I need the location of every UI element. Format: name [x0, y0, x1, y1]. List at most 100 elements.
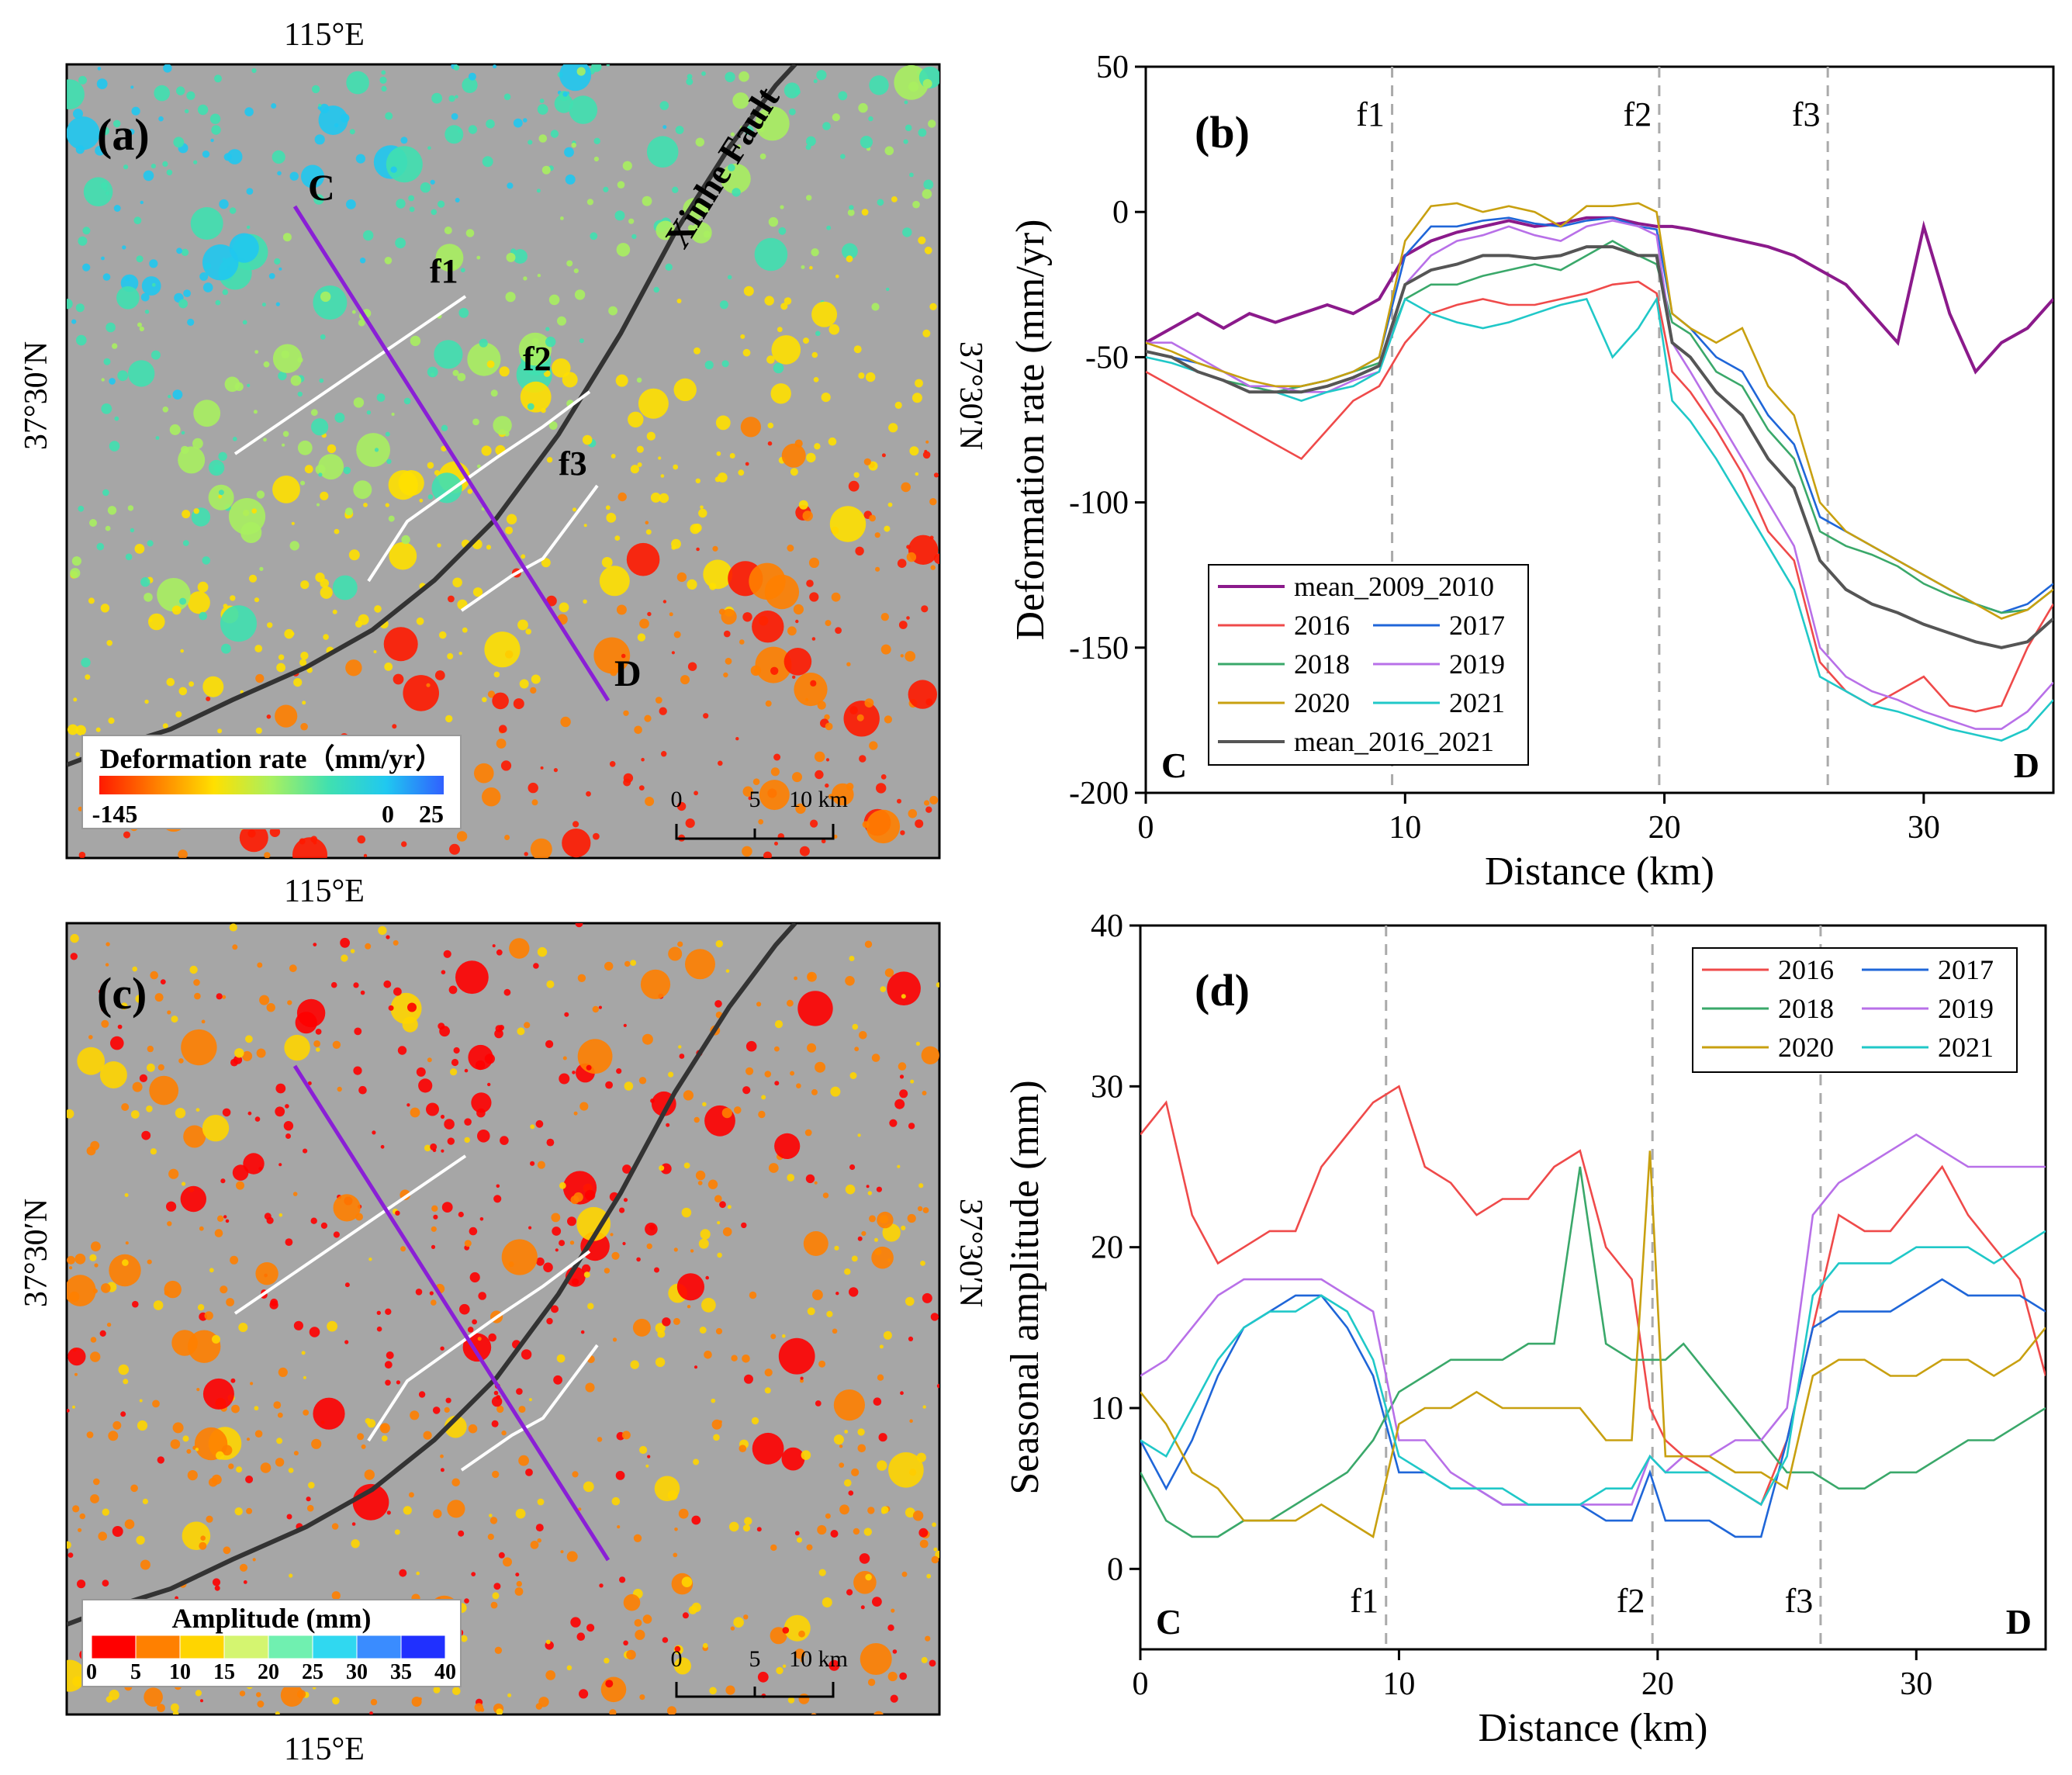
map-point — [894, 401, 902, 410]
map-point — [277, 171, 282, 176]
map-point — [149, 259, 158, 268]
colorbar-tick-max: 25 — [419, 800, 444, 828]
map-point — [840, 154, 846, 159]
map-point — [787, 545, 794, 552]
series-line-2016 — [1146, 280, 2053, 713]
map-point — [74, 1253, 86, 1265]
map-point — [222, 289, 228, 296]
map-point — [857, 1133, 861, 1137]
map-point — [533, 963, 539, 969]
map-point — [366, 410, 372, 415]
map-point — [569, 95, 598, 124]
map-point — [704, 360, 714, 370]
map-point — [376, 393, 386, 402]
map-point — [133, 216, 142, 225]
map-point — [783, 82, 801, 99]
map-point — [835, 627, 842, 634]
map-point — [879, 1344, 884, 1349]
map-panel-c: (c) 115°E 115°E 37°30′N 37°30′N Amplitud… — [19, 922, 988, 1767]
map-point — [102, 489, 109, 497]
map-point — [398, 470, 424, 497]
map-point — [78, 1528, 82, 1532]
map-point — [89, 519, 97, 527]
map-point — [897, 559, 907, 568]
map-point — [315, 1029, 322, 1035]
map-point — [764, 1387, 771, 1394]
map-point — [899, 1672, 908, 1680]
map-point — [657, 1330, 666, 1338]
map-point — [220, 605, 257, 642]
map-point — [496, 1184, 500, 1189]
map-point — [410, 1107, 420, 1118]
map-point — [888, 423, 898, 433]
map-point — [453, 64, 460, 71]
map-point — [767, 441, 773, 446]
map-point — [180, 649, 184, 653]
map-point — [343, 466, 351, 475]
map-point — [116, 286, 140, 310]
map-point — [699, 1327, 707, 1334]
x-tick-label: 30 — [1900, 1666, 1932, 1702]
map-point — [299, 659, 307, 666]
map-point — [341, 954, 348, 962]
map-point — [623, 1023, 627, 1027]
map-point — [187, 591, 210, 614]
map-point — [401, 535, 410, 545]
map-point — [182, 540, 189, 546]
map-point — [101, 378, 105, 382]
map-point — [922, 189, 932, 199]
map-point — [181, 248, 189, 256]
map-point — [929, 303, 937, 310]
map-point — [936, 1383, 939, 1389]
map-point — [604, 1268, 611, 1274]
map-point — [909, 446, 919, 456]
y-tick-label: 20 — [1091, 1230, 1123, 1266]
map-point — [172, 1422, 184, 1434]
map-point — [873, 1397, 882, 1406]
map-point — [611, 1251, 620, 1260]
map-point — [662, 600, 667, 604]
lat-label-left-c: 37°30′N — [19, 1199, 54, 1307]
map-point — [98, 1531, 107, 1541]
map-point — [365, 943, 372, 950]
map-point — [374, 448, 379, 452]
map-point — [536, 189, 541, 193]
map-point — [553, 1375, 562, 1385]
map-point — [806, 452, 816, 463]
map-point — [78, 75, 87, 85]
map-point — [671, 651, 676, 655]
map-point — [780, 303, 788, 310]
map-point — [830, 1086, 841, 1097]
map-point — [709, 1687, 717, 1695]
map-point — [523, 276, 528, 281]
map-point — [373, 650, 377, 654]
map-point — [858, 102, 868, 113]
map-point — [467, 1327, 474, 1333]
map-point — [874, 532, 880, 538]
map-point — [276, 663, 285, 673]
map-point — [814, 751, 825, 763]
map-point — [752, 611, 784, 643]
map-point — [525, 628, 531, 635]
map-point — [936, 982, 939, 988]
map-point — [253, 410, 258, 414]
map-point — [900, 654, 905, 658]
map-point — [780, 205, 784, 209]
map-point — [393, 939, 399, 946]
map-point — [431, 472, 462, 503]
map-point — [478, 1292, 486, 1300]
map-point — [860, 1605, 865, 1610]
map-point — [311, 85, 320, 94]
map-point — [124, 1193, 129, 1197]
map-point — [384, 663, 393, 671]
map-point — [847, 209, 855, 216]
map-point — [633, 1534, 642, 1543]
map-point — [918, 1528, 929, 1538]
map-point — [257, 1701, 265, 1708]
map-point — [193, 979, 200, 986]
map-point — [464, 1240, 472, 1247]
map-point — [364, 1469, 375, 1480]
map-point — [209, 113, 221, 124]
map-point — [798, 500, 808, 510]
map-point — [662, 125, 667, 130]
